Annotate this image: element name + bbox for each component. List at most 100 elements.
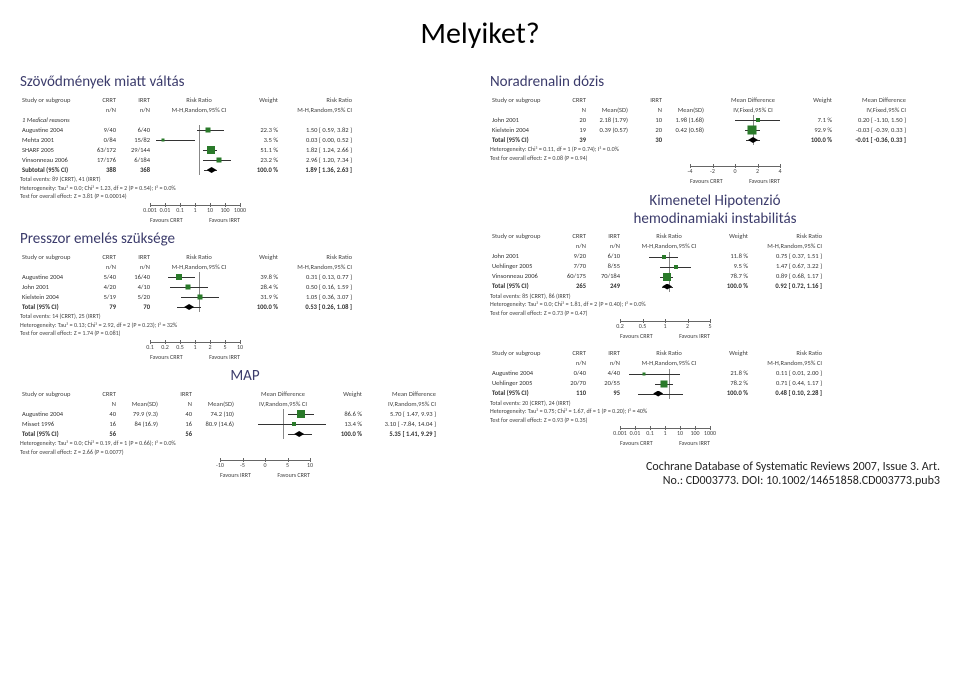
forest-footnote: Total events: 20 (CRRT), 24 (IRRT) bbox=[490, 400, 940, 408]
forest-data-row: SHARF 200563/17229/14451.1 %1.82 [ 1.24,… bbox=[20, 145, 470, 155]
hdr: IV,Random,95% CI bbox=[236, 400, 330, 408]
forest-data-row: Misset 19961684 (16.9)1680.9 (14.6)13.4 … bbox=[20, 419, 470, 429]
fav: Favours CRRT bbox=[150, 354, 183, 362]
hdr: n/N bbox=[554, 242, 588, 250]
forest-total-row: Subtotal (95% CI)388368100.0 %1.89 [ 1.3… bbox=[20, 165, 470, 175]
hdr: IRRT bbox=[630, 96, 664, 104]
hdr-study: Study or subgroup bbox=[20, 96, 84, 104]
label-pressor: Presszor emelés szüksége bbox=[20, 230, 470, 248]
left-column: Szövődmények miatt váltás Study or subgr… bbox=[20, 67, 470, 488]
hdr: CRRT bbox=[84, 390, 118, 398]
forest-footnote: Test for overall effect: Z = 0.08 (P = 0… bbox=[490, 155, 940, 163]
label-map: MAP bbox=[20, 367, 470, 385]
hdr: Mean Difference bbox=[236, 390, 330, 398]
forest-complications: Study or subgroup CRRT IRRT Risk Ratio W… bbox=[20, 95, 470, 224]
label-line2: hemodinamiaki instabilitás bbox=[633, 210, 796, 228]
hdr-rrsub2: M-H,Random,95% CI bbox=[280, 106, 354, 114]
forest-data-row: Augustine 20045/4016/4039.8 %0.31 [ 0.13… bbox=[20, 272, 470, 282]
forest-data-row: John 20019/206/1011.8 %0.75 [ 0.37, 1.51… bbox=[490, 252, 940, 262]
forest-noradrenalin: Study or subgroup CRRT IRRT Mean Differe… bbox=[490, 95, 940, 186]
hdr: Weight bbox=[716, 349, 750, 357]
panel-pressor: Presszor emelés szüksége Study or subgro… bbox=[20, 230, 470, 361]
forest-data-row: Augustine 20040/404/4021.8 %0.11 [ 0.01,… bbox=[490, 369, 940, 379]
hdr: Mean(SD) bbox=[194, 400, 236, 408]
forest-footnote: Heterogeneity: Tau² = 0.75; Chi² = 1.67,… bbox=[490, 408, 940, 416]
hdr-nn1: n/N bbox=[84, 106, 118, 114]
hdr: Risk Ratio bbox=[622, 232, 716, 240]
forest-data-row: Vinsonneau 200660/17570/18478.7 %0.89 [ … bbox=[490, 272, 940, 282]
panel-hypotension: Kimenetel Hipotenzió hemodinamiaki insta… bbox=[490, 192, 940, 448]
fav-irrt: Favours IRRT bbox=[209, 217, 240, 225]
subgroup-label: 1 Medical reasons bbox=[20, 116, 84, 124]
forest-footnote: Total events: 85 (CRRT), 86 (IRRT) bbox=[490, 293, 940, 301]
hdr: Mean(SD) bbox=[118, 400, 160, 408]
hdr: Risk Ratio bbox=[750, 232, 824, 240]
label-noradrenalin: Noradrenalin dózis bbox=[490, 73, 940, 91]
hdr-rr: Risk Ratio bbox=[152, 96, 246, 104]
fav: Favours CRRT bbox=[690, 178, 723, 186]
hdr: Study or subgroup bbox=[20, 253, 84, 261]
hdr: Mean Difference bbox=[834, 96, 908, 104]
forest-hypotension-2: Study or subgroup CRRT IRRT Risk Ratio W… bbox=[490, 349, 940, 448]
hdr: M-H,Random,95% CI bbox=[622, 359, 716, 367]
hdr: n/N bbox=[588, 242, 622, 250]
hdr-rrsub: M-H,Random,95% CI bbox=[152, 106, 246, 114]
forest-total-row: Total (95% CI)5656100.0 %5.35 [ 1.41, 9.… bbox=[20, 429, 470, 439]
hdr: Risk Ratio bbox=[622, 349, 716, 357]
label-line1: Kimenetel Hipotenzió bbox=[649, 192, 780, 210]
hdr: n/N bbox=[118, 263, 152, 271]
hdr: n/N bbox=[588, 359, 622, 367]
hdr: N bbox=[84, 400, 118, 408]
fav-crrt: Favours CRRT bbox=[150, 217, 183, 225]
citation: Cochrane Database of Systematic Reviews … bbox=[490, 460, 940, 488]
forest-data-row: Mehta 20010/8415/823.5 %0.03 [ 0.00, 0.5… bbox=[20, 135, 470, 145]
hdr: IRRT bbox=[588, 349, 622, 357]
fav: Favours IRRT bbox=[749, 178, 780, 186]
forest-pressor: Study or subgroup CRRT IRRT Risk Ratio W… bbox=[20, 252, 470, 361]
hdr: M-H,Random,95% CI bbox=[750, 359, 824, 367]
forest-data-row: Kielstein 20045/195/2031.9 %1.05 [ 0.36,… bbox=[20, 292, 470, 302]
hdr-weight: Weight bbox=[246, 96, 280, 104]
hdr: IRRT bbox=[160, 390, 194, 398]
hdr: Study or subgroup bbox=[490, 96, 554, 104]
hdr: CRRT bbox=[554, 96, 588, 104]
hdr: Mean(SD) bbox=[664, 106, 706, 114]
right-column: Noradrenalin dózis Study or subgroup CRR… bbox=[490, 67, 940, 488]
hdr: N bbox=[554, 106, 588, 114]
hdr: Study or subgroup bbox=[20, 390, 84, 398]
forest-footnote: Heterogeneity: Tau² = 0.0; Chi² = 0.19, … bbox=[20, 440, 470, 448]
hdr: Weight bbox=[716, 232, 750, 240]
forest-data-row: Augustine 20044079.9 (9.3)4074.2 (10)86.… bbox=[20, 409, 470, 419]
hdr: M-H,Random,95% CI bbox=[750, 242, 824, 250]
hdr: n/N bbox=[554, 359, 588, 367]
page-title: Melyiket? bbox=[20, 15, 940, 52]
forest-footnote: Test for overall effect: Z = 2.66 (P = 0… bbox=[20, 449, 470, 457]
forest-total-row: Total (95% CI)3930100.0 %-0.01 [ -0.36, … bbox=[490, 135, 940, 145]
hdr: IRRT bbox=[588, 232, 622, 240]
forest-data-row: Uehlinger 20057/708/559.5 %1.47 [ 0.67, … bbox=[490, 262, 940, 272]
forest-footnote: Heterogeneity: Tau² = 0.13; Chi² = 2.92,… bbox=[20, 322, 470, 330]
forest-data-row: John 2001202.18 (1.79)101.98 (1.68)7.1 %… bbox=[490, 115, 940, 125]
forest-footnote: Total events: 89 (CRRT), 41 (IRRT) bbox=[20, 176, 470, 184]
fav: Favours CRRT bbox=[277, 472, 310, 480]
forest-map: Study or subgroup CRRT IRRT Mean Differe… bbox=[20, 389, 470, 480]
panel-complications: Szövődmények miatt váltás Study or subgr… bbox=[20, 73, 470, 224]
hdr: Mean Difference bbox=[364, 390, 438, 398]
hdr: IV,Random,95% CI bbox=[364, 400, 438, 408]
forest-footnote: Heterogeneity: Tau² = 0.0; Chi² = 1.23, … bbox=[20, 185, 470, 193]
forest-footnote: Total events: 14 (CRRT), 25 (IRRT) bbox=[20, 313, 470, 321]
hdr: n/N bbox=[84, 263, 118, 271]
fav: Favours IRRT bbox=[679, 333, 710, 341]
hdr: IRRT bbox=[118, 253, 152, 261]
forest-footnote: Test for overall effect: Z = 3.81 (P = 0… bbox=[20, 193, 470, 201]
hdr: Weight bbox=[246, 253, 280, 261]
hdr-crrt: CRRT bbox=[84, 96, 118, 104]
fav: Favours CRRT bbox=[620, 440, 653, 448]
label-complications: Szövődmények miatt váltás bbox=[20, 73, 470, 91]
forest-data-row: Uehlinger 200520/7020/5578.2 %0.71 [ 0.4… bbox=[490, 379, 940, 389]
hdr: Risk Ratio bbox=[152, 253, 246, 261]
hdr-nn2: n/N bbox=[118, 106, 152, 114]
forest-data-row: Vinsonneau 200617/1766/18423.2 %2.96 [ 1… bbox=[20, 155, 470, 165]
hdr: IV,Fixed,95% CI bbox=[706, 106, 800, 114]
forest-data-row: Kielstein 2004190.39 (0.57)200.42 (0.58)… bbox=[490, 125, 940, 135]
